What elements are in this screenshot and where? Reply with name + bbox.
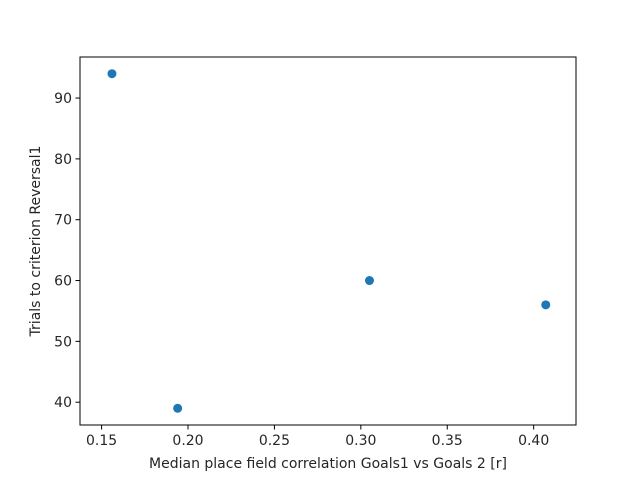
y-tick-label: 40 bbox=[54, 395, 72, 411]
y-axis-label: Trials to criterion Reversal1 bbox=[28, 146, 44, 338]
x-tick-label: 0.25 bbox=[259, 433, 290, 449]
y-tick-label: 50 bbox=[54, 334, 72, 350]
scatter-point bbox=[173, 403, 183, 413]
y-tick-label: 70 bbox=[54, 213, 72, 229]
x-tick-label: 0.20 bbox=[172, 433, 203, 449]
x-tick-label: 0.40 bbox=[518, 433, 549, 449]
y-tick-label: 80 bbox=[54, 152, 72, 168]
axes-frame bbox=[79, 56, 577, 426]
data-points bbox=[107, 69, 551, 413]
y-tick-label: 90 bbox=[54, 91, 72, 107]
x-tick-label: 0.15 bbox=[86, 433, 117, 449]
scatter-point bbox=[364, 276, 374, 286]
scatter-point bbox=[107, 69, 117, 79]
y-tick-label: 60 bbox=[54, 274, 72, 290]
x-axis-ticks: 0.15 0.20 0.25 0.30 0.35 0.40 bbox=[86, 425, 549, 449]
x-axis-label: Median place field correlation Goals1 vs… bbox=[149, 456, 507, 472]
x-tick-label: 0.30 bbox=[345, 433, 376, 449]
x-tick-label: 0.35 bbox=[432, 433, 463, 449]
scatter-point bbox=[541, 300, 551, 310]
y-axis-ticks: 40 50 60 70 80 90 bbox=[54, 91, 80, 411]
